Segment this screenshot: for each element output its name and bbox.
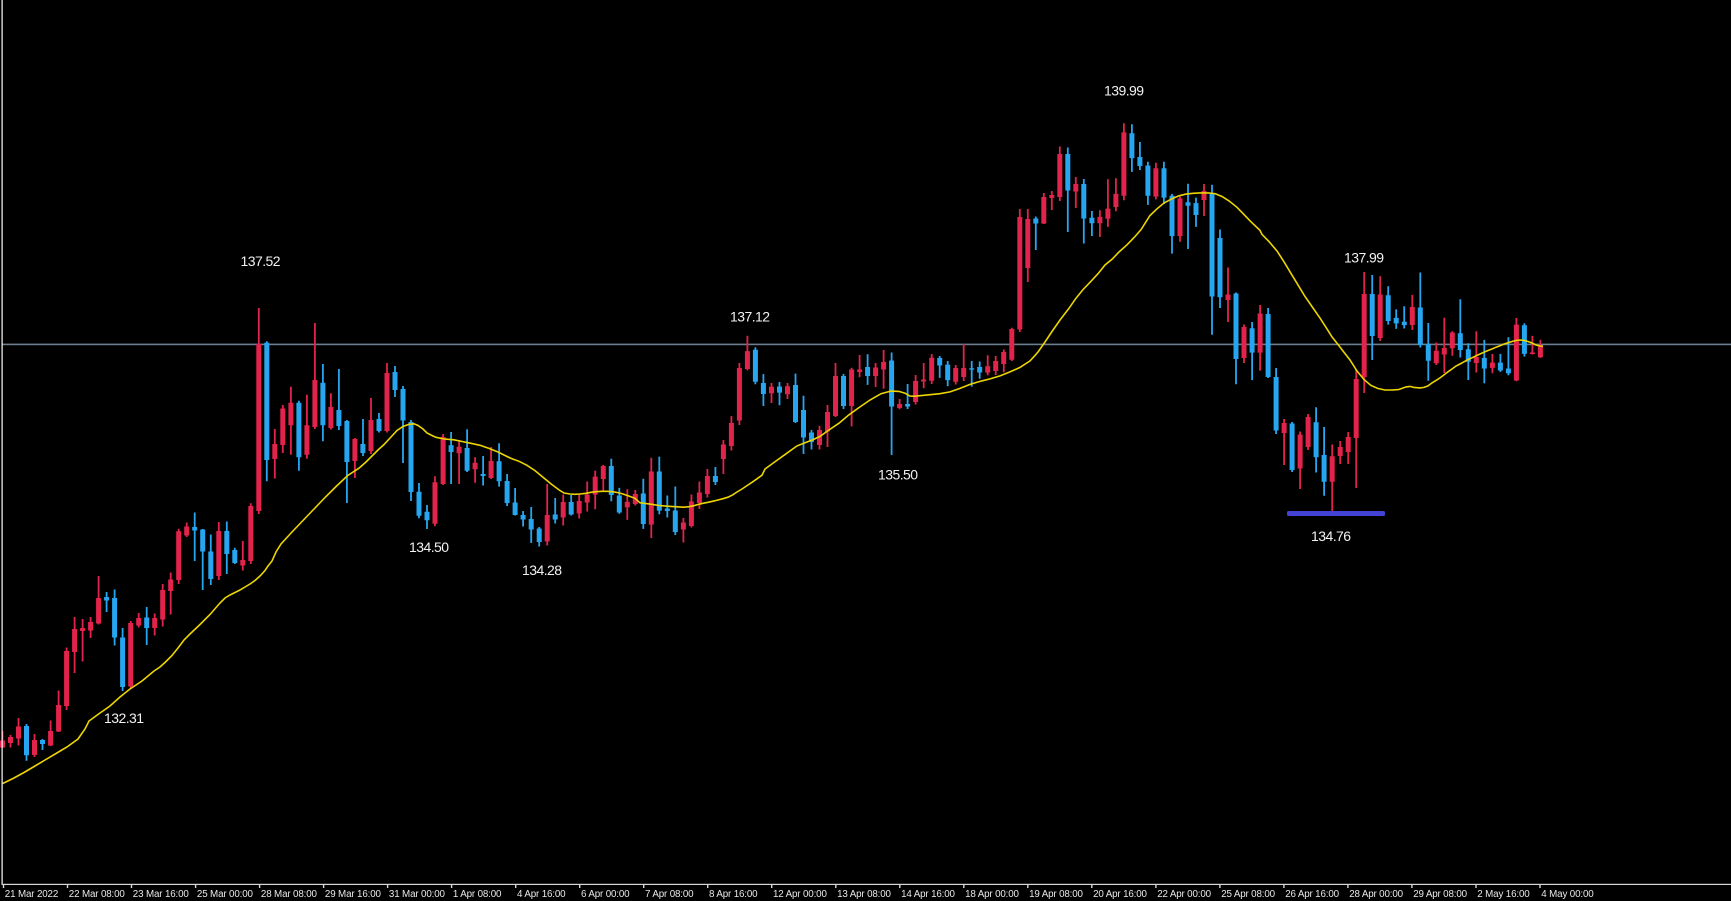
- svg-text:137.99: 137.99: [1344, 250, 1384, 266]
- svg-text:23 Mar 16:00: 23 Mar 16:00: [133, 889, 190, 900]
- svg-text:4 Apr 16:00: 4 Apr 16:00: [517, 889, 566, 900]
- svg-text:29 Mar 16:00: 29 Mar 16:00: [325, 889, 382, 900]
- svg-text:8 Apr 16:00: 8 Apr 16:00: [709, 889, 758, 900]
- svg-text:18 Apr 00:00: 18 Apr 00:00: [965, 889, 1019, 900]
- svg-text:137.12: 137.12: [730, 309, 770, 325]
- svg-text:134.28: 134.28: [522, 562, 562, 578]
- svg-text:137.52: 137.52: [241, 253, 281, 269]
- svg-text:7 Apr 08:00: 7 Apr 08:00: [645, 889, 694, 900]
- svg-text:134.50: 134.50: [409, 539, 449, 555]
- svg-text:2 May 16:00: 2 May 16:00: [1477, 889, 1530, 900]
- svg-text:135.50: 135.50: [878, 467, 918, 483]
- svg-text:21 Mar 2022: 21 Mar 2022: [5, 889, 58, 900]
- svg-text:28 Mar 08:00: 28 Mar 08:00: [261, 889, 318, 900]
- svg-text:6 Apr 00:00: 6 Apr 00:00: [581, 889, 630, 900]
- svg-text:28 Apr 00:00: 28 Apr 00:00: [1349, 889, 1403, 900]
- svg-text:1 Apr 08:00: 1 Apr 08:00: [453, 889, 502, 900]
- svg-text:132.31: 132.31: [104, 710, 144, 726]
- svg-text:19 Apr 08:00: 19 Apr 08:00: [1029, 889, 1083, 900]
- svg-text:20 Apr 16:00: 20 Apr 16:00: [1093, 889, 1147, 900]
- svg-text:31 Mar 00:00: 31 Mar 00:00: [389, 889, 446, 900]
- svg-text:134.76: 134.76: [1311, 528, 1351, 544]
- svg-text:25 Mar 00:00: 25 Mar 00:00: [197, 889, 254, 900]
- svg-text:25 Apr 08:00: 25 Apr 08:00: [1221, 889, 1275, 900]
- svg-text:4 May 00:00: 4 May 00:00: [1541, 889, 1594, 900]
- svg-text:22 Mar 08:00: 22 Mar 08:00: [69, 889, 126, 900]
- svg-text:14 Apr 16:00: 14 Apr 16:00: [901, 889, 955, 900]
- svg-text:29 Apr 08:00: 29 Apr 08:00: [1413, 889, 1467, 900]
- svg-text:22 Apr 00:00: 22 Apr 00:00: [1157, 889, 1211, 900]
- svg-text:139.99: 139.99: [1104, 83, 1144, 99]
- svg-text:26 Apr 16:00: 26 Apr 16:00: [1285, 889, 1339, 900]
- svg-text:13 Apr 08:00: 13 Apr 08:00: [837, 889, 891, 900]
- svg-text:12 Apr 00:00: 12 Apr 00:00: [773, 889, 827, 900]
